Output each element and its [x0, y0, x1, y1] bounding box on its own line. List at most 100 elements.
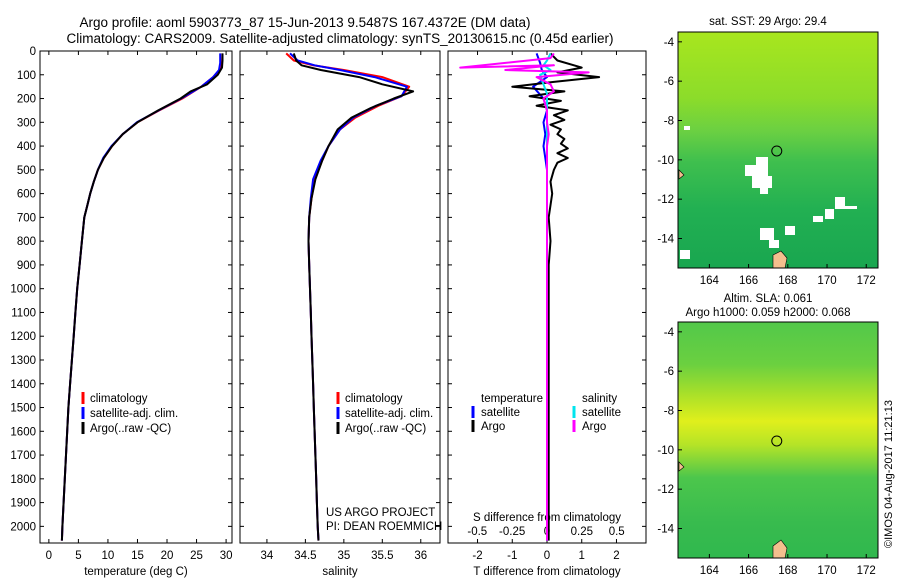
- y-tick-label: 1200: [10, 331, 36, 343]
- island-shape: [772, 539, 788, 559]
- title-line-2: Climatology: CARS2009. Satellite-adjuste…: [66, 31, 613, 46]
- x-tick-label: 35.5: [371, 550, 393, 562]
- sst-cloud-mask: [680, 126, 857, 259]
- map-y-tick-label: -6: [664, 366, 674, 378]
- map-y-tick-label: -8: [664, 116, 674, 128]
- series-line-argo-raw-qc-: [292, 53, 415, 541]
- argo-location-marker: [771, 145, 783, 157]
- y-tick-label: 1500: [10, 403, 36, 415]
- map-x-tick-label: 170: [817, 275, 836, 287]
- argo-location-marker: [771, 435, 783, 447]
- legend-label-climatology: climatology: [90, 393, 148, 405]
- x-tick-label: 0: [46, 550, 52, 562]
- sla-map-axes: 164 166 168 170 172 -4 -6 -8 -10 -12 -14: [657, 321, 879, 577]
- x-tick-label: 35: [337, 550, 350, 562]
- x-tick-label: 36: [414, 550, 427, 562]
- y-tick-label: 900: [17, 260, 36, 272]
- legend-label-argo: Argo(..raw -QC): [90, 423, 171, 435]
- series-line-satellite-adj-clim-: [289, 52, 408, 541]
- map-y-tick-label: -12: [657, 484, 674, 496]
- island-shape: [772, 250, 788, 269]
- x-tick-label: 5: [75, 550, 81, 562]
- x-top-tick-label: -0.5: [467, 526, 487, 538]
- y-tick-label: 1400: [10, 379, 36, 391]
- map-x-tick-label: 170: [817, 565, 836, 577]
- legend-label-climatology: climatology: [345, 393, 403, 405]
- map-x-tick-label: 168: [778, 565, 797, 577]
- sst-map: 164 166 168 170 172 -4 -6 -8 -10 -12 -14: [657, 31, 879, 287]
- series-line-temperature-argo: [511, 52, 601, 541]
- imos-watermark: ©IMOS 04-Aug-2017 11:21:13: [883, 400, 895, 548]
- legend-header-temperature: temperature: [481, 393, 543, 405]
- project-credit: US ARGO PROJECT: [326, 507, 435, 519]
- x-top-tick-label: 0.25: [571, 526, 593, 538]
- argo-location-circle: [771, 435, 783, 447]
- map-x-tick-label: 168: [778, 275, 797, 287]
- legend-label-sal-satellite: satellite: [582, 407, 621, 419]
- map-y-tick-label: -14: [657, 234, 674, 246]
- y-tick-label: 1100: [11, 307, 36, 319]
- map-y-tick-label: -14: [657, 524, 674, 536]
- series-line-argo-raw-qc-: [60, 53, 224, 541]
- map-y-tick-label: -10: [657, 155, 674, 167]
- temperature-panel: 0100200300400500600700800900100011001200…: [10, 46, 233, 578]
- sla-map-title-2: Argo h1000: 0.059 h2000: 0.068: [686, 307, 851, 319]
- y-tick-label: 1700: [10, 450, 36, 462]
- sst-field: [678, 32, 878, 268]
- y-tick-label: 1900: [10, 498, 36, 510]
- y-tick-label: 1600: [10, 426, 36, 438]
- y-tick-label: 1800: [10, 474, 36, 486]
- x-tick-label: -2: [472, 550, 482, 562]
- x-tick-label: 20: [161, 550, 174, 562]
- legend-label-temp-argo: Argo: [481, 421, 505, 433]
- series-line-climatology: [60, 53, 224, 541]
- difference-legend: temperature salinity satellite satellite…: [471, 393, 621, 433]
- map-y-tick-label: -4: [664, 327, 675, 339]
- x-tick-label: 10: [102, 550, 115, 562]
- y-tick-label: 1000: [10, 284, 36, 296]
- sst-map-title: sat. SST: 29 Argo: 29.4: [709, 16, 827, 28]
- y-tick-label: 2000: [10, 521, 36, 533]
- y-tick-label: 700: [17, 212, 36, 224]
- map-x-tick-label: 166: [739, 565, 758, 577]
- plot-frame: [39, 50, 233, 544]
- legend-label-argo: Argo(..raw -QC): [345, 423, 426, 435]
- map-y-tick-label: -4: [664, 37, 675, 49]
- difference-panel: -2 -1 0 1 2 T difference from climatology -0.5…: [447, 50, 647, 578]
- temperature-legend: climatology satellite-adj. clim. Argo(..…: [81, 392, 178, 435]
- salinity-panel: 34 34.5 35 35.5 36 salinity: [239, 50, 441, 578]
- x-tick-label: 34: [261, 550, 274, 562]
- legend-label-satellite: satellite-adj. clim.: [90, 408, 178, 420]
- legend-label-temp-satellite: satellite: [481, 407, 520, 419]
- x-tick-label: 30: [220, 550, 233, 562]
- sla-map-title-1: Altim. SLA: 0.061: [724, 293, 813, 305]
- x-tick-label: 2: [613, 550, 619, 562]
- title-line-1: Argo profile: aoml 5903773_87 15-Jun-201…: [79, 15, 530, 30]
- sla-field: [678, 322, 878, 558]
- x-tick-label: 34.5: [294, 550, 316, 562]
- map-frame: [677, 321, 879, 559]
- argo-location-circle: [771, 145, 783, 157]
- x-tick-label: 25: [190, 550, 203, 562]
- x-tick-label: -1: [507, 550, 517, 562]
- legend-label-satellite: satellite-adj. clim.: [345, 408, 433, 420]
- map-y-tick-label: -6: [664, 76, 674, 88]
- pi-credit: PI: DEAN ROEMMICH: [326, 521, 442, 533]
- y-tick-label: 600: [17, 189, 36, 201]
- series-line-satellite-adj-clim-: [60, 53, 222, 541]
- x-axis-label: T difference from climatology: [473, 566, 620, 578]
- y-tick-label: 500: [17, 165, 36, 177]
- map-frame: [677, 31, 879, 269]
- sla-map: 164 166 168 170 172 -4 -6 -8 -10 -12 -14: [657, 321, 879, 577]
- y-tick-label: 400: [17, 141, 36, 153]
- island-shape: [678, 169, 685, 180]
- x-tick-label: 15: [131, 550, 144, 562]
- plot-frame: [239, 50, 441, 544]
- map-x-tick-label: 172: [857, 275, 876, 287]
- y-tick-label: 1300: [10, 355, 36, 367]
- series-line-salinity-argo: [459, 52, 590, 541]
- island-shape: [678, 461, 685, 472]
- map-x-tick-label: 164: [700, 275, 720, 287]
- y-tick-label: 300: [17, 117, 36, 129]
